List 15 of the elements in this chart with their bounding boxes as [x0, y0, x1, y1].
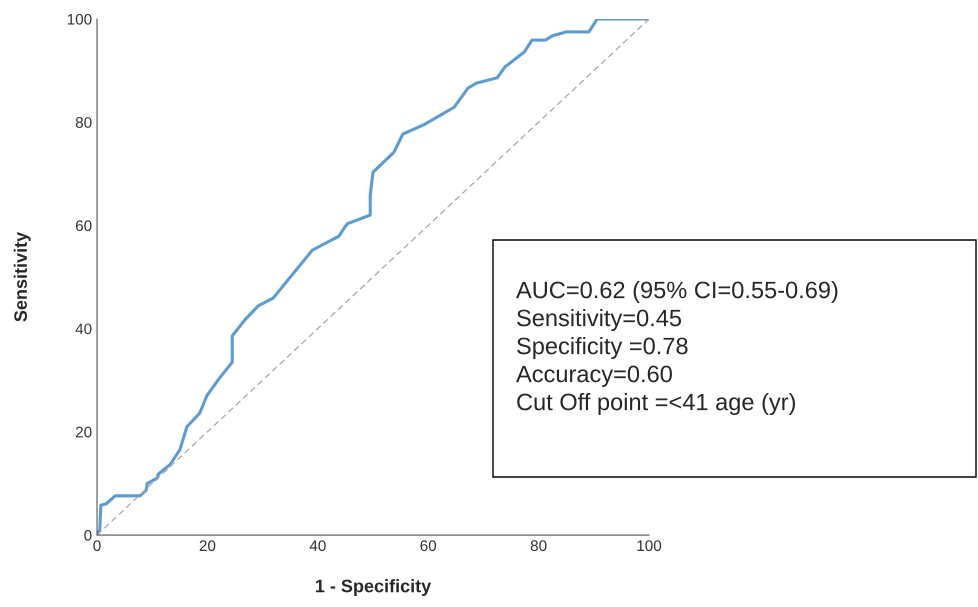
y-tick-label: 0: [84, 530, 92, 541]
y-tick-label: 80: [76, 117, 92, 128]
x-tick-label: 20: [200, 540, 216, 552]
x-axis-title: 1 - Specificity: [316, 579, 432, 596]
x-tick-label: 40: [310, 540, 326, 552]
y-tick-label: 40: [76, 323, 92, 334]
x-tick-label: 80: [530, 540, 547, 552]
annotation: AUC=0.62 (95% CI=0.55-0.69) Sensitivity=0.45 Specificity =0.78 Accuracy=0.60 Cut Off point =<41 age (yr): [516, 281, 838, 415]
x-tick-label: 100: [637, 540, 662, 552]
y-tick-label: 20: [76, 426, 92, 438]
y-tick-label: 100: [68, 14, 92, 25]
y-axis-title: Sensitivity: [14, 232, 31, 322]
y-tick-label: 60: [76, 220, 92, 232]
x-tick-label: 0: [93, 540, 101, 552]
x-tick-label: 60: [420, 540, 436, 552]
